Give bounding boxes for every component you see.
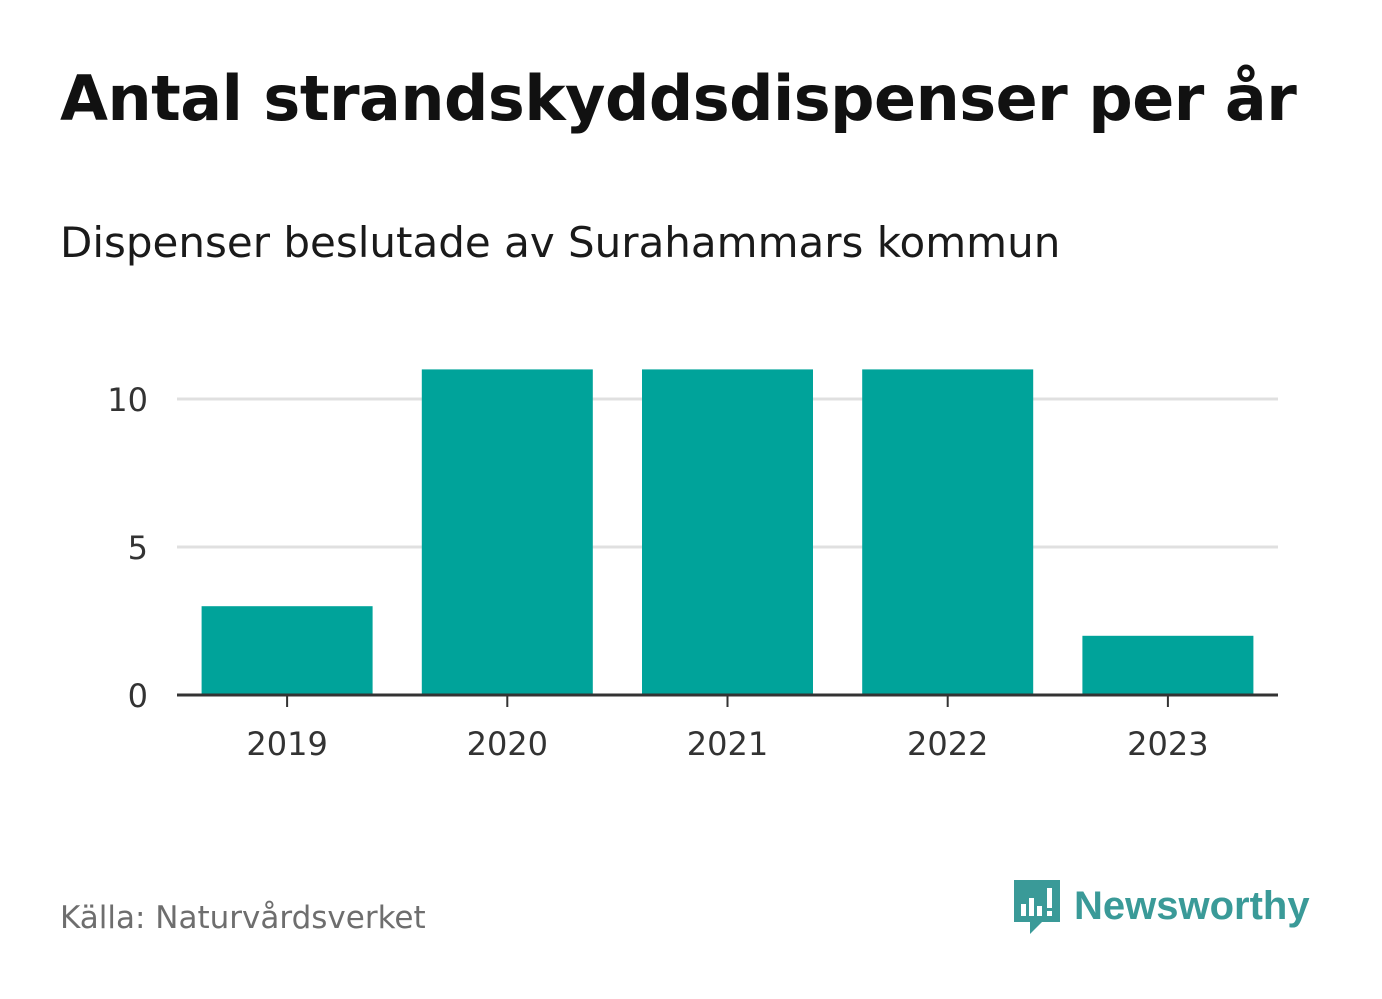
chart-title: Antal strandskyddsdispenser per år [60,62,1297,135]
x-tick-label: 2022 [907,725,988,763]
brand-logo: Newsworthy [1010,876,1310,936]
bar-2022 [862,369,1034,695]
bar-2019 [201,606,373,695]
y-tick-label: 5 [128,529,148,567]
y-tick-label: 10 [107,381,148,419]
brand-name: Newsworthy [1074,883,1310,928]
bar-2023 [1082,635,1254,695]
x-tick-label: 2021 [687,725,768,763]
x-tick-label: 2020 [467,725,548,763]
bar-2021 [642,369,813,695]
x-tick-label: 2019 [246,725,327,763]
y-tick-label: 0 [128,677,148,715]
bar-2020 [421,369,593,695]
newsworthy-logo-icon [1014,880,1060,934]
source-note: Källa: Naturvårdsverket [60,900,426,936]
chart-subtitle: Dispenser beslutade av Surahammars kommu… [60,218,1061,267]
x-tick-label: 2023 [1127,725,1208,763]
